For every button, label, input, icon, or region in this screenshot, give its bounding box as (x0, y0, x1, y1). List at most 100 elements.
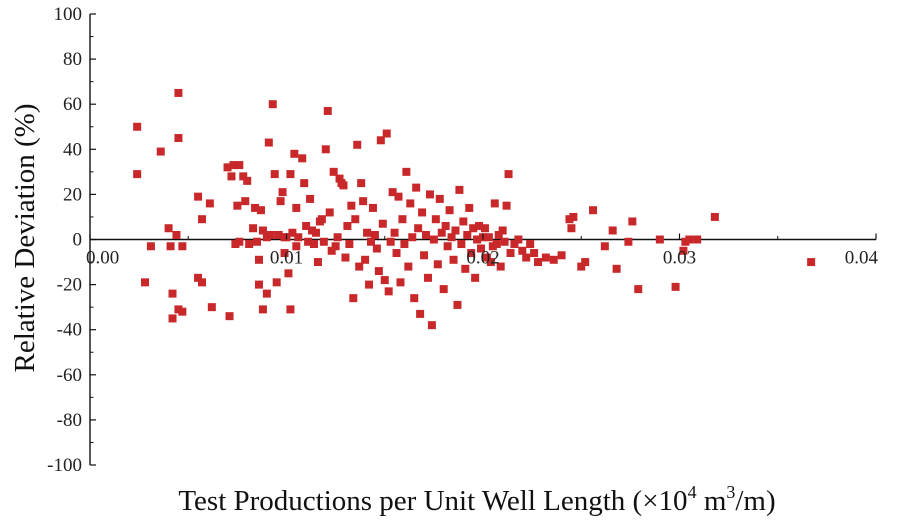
data-point (655, 235, 664, 244)
data-point (482, 253, 491, 262)
data-point (671, 282, 680, 291)
data-point (325, 208, 334, 217)
data-point (406, 199, 415, 208)
data-point (284, 269, 293, 278)
data-point (567, 224, 576, 233)
data-point (429, 235, 438, 244)
data-point (317, 215, 326, 224)
data-point (431, 215, 440, 224)
data-point (327, 246, 336, 255)
data-point (355, 262, 364, 271)
data-point (710, 212, 719, 221)
data-point (156, 147, 165, 156)
data-point (329, 167, 338, 176)
data-point (345, 240, 354, 249)
data-point (423, 273, 432, 282)
y-axis-title: Relative Deviation (%) (9, 104, 41, 373)
data-point (194, 192, 203, 201)
data-point (168, 314, 177, 323)
data-point (467, 249, 476, 258)
data-point (288, 228, 297, 237)
data-point (205, 199, 214, 208)
data-point (270, 170, 279, 179)
data-point (310, 240, 319, 249)
data-point (679, 246, 688, 255)
data-point (339, 181, 348, 190)
data-point (256, 206, 265, 215)
data-point (388, 188, 397, 197)
data-point (490, 199, 499, 208)
data-point (612, 264, 621, 273)
x-axis-title-unit: m (697, 485, 727, 517)
data-point (253, 237, 262, 246)
data-point (380, 276, 389, 285)
data-point (510, 240, 519, 249)
data-point (693, 235, 702, 244)
data-point (359, 197, 368, 206)
data-point (245, 240, 254, 249)
data-point (178, 307, 187, 316)
data-point (258, 226, 267, 235)
data-point (484, 233, 493, 242)
data-point (254, 255, 263, 264)
data-point (518, 246, 527, 255)
data-point (412, 183, 421, 192)
data-point (685, 235, 694, 244)
data-point (198, 278, 207, 287)
data-point (396, 278, 405, 287)
x-axis-title-superscript-1: 4 (688, 482, 697, 502)
x-tick-label: 0.02 (466, 248, 499, 269)
data-point (420, 251, 429, 260)
data-point (378, 219, 387, 228)
data-point (459, 217, 468, 226)
data-point (589, 206, 598, 215)
data-point (404, 262, 413, 271)
data-point (557, 251, 566, 260)
data-point (268, 100, 277, 109)
data-point (492, 240, 501, 249)
data-point (433, 260, 442, 269)
data-point (628, 217, 637, 226)
data-point (264, 138, 273, 147)
data-point (341, 253, 350, 262)
x-tick-label: 0.00 (86, 248, 119, 269)
data-point (376, 136, 385, 145)
data-point (286, 170, 295, 179)
data-point (522, 253, 531, 262)
data-point (416, 309, 425, 318)
data-point (258, 305, 267, 314)
data-point (229, 161, 238, 170)
data-point (439, 285, 448, 294)
data-point (386, 237, 395, 246)
data-point (445, 206, 454, 215)
data-point (382, 129, 391, 138)
data-point (398, 215, 407, 224)
data-point (298, 154, 307, 163)
data-point (311, 228, 320, 237)
data-point (241, 197, 250, 206)
data-point (443, 242, 452, 251)
data-point (365, 280, 374, 289)
data-point (233, 201, 242, 210)
data-point (569, 212, 578, 221)
data-point (239, 172, 248, 181)
data-point (194, 273, 203, 282)
data-point (319, 237, 328, 246)
data-point (469, 224, 478, 233)
data-point (178, 242, 187, 251)
data-point (235, 237, 244, 246)
data-point (227, 172, 236, 181)
data-point (530, 249, 539, 258)
data-point (290, 149, 299, 158)
x-axis-title-superscript-2: 3 (726, 482, 735, 502)
data-point (351, 215, 360, 224)
data-point (302, 221, 311, 230)
data-point (335, 174, 344, 183)
data-point (577, 262, 586, 271)
data-point (506, 249, 515, 258)
data-point (249, 224, 258, 233)
data-point (276, 197, 285, 206)
data-point (357, 179, 366, 188)
data-point (475, 221, 484, 230)
